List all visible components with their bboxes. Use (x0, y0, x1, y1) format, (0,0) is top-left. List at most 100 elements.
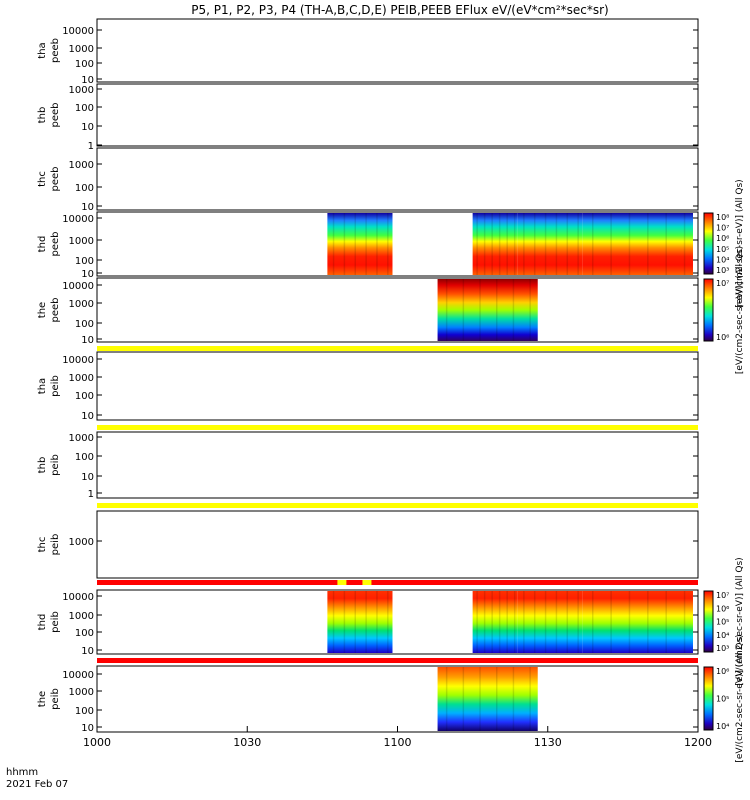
y-tick-label: 100 (75, 391, 94, 402)
y-tick-label: 1000 (69, 85, 94, 96)
y-tick-label: 100 (75, 183, 94, 194)
panel-frame (96, 351, 699, 421)
spectrogram-streak (445, 667, 448, 731)
spectrogram-block-the-peib-1 (437, 667, 538, 731)
colorbar-tick-label: 10⁵ (716, 245, 729, 254)
y-tick-label: 1000 (69, 537, 94, 548)
colorbar-thd-peib: 10⁷ 10⁶ 10⁵ 10⁴ 10³ [eV/(cm2-sec-sr-eV)] (All… (703, 557, 745, 686)
y-tick-label: 10 (81, 411, 94, 422)
spectrogram-streak (476, 591, 478, 653)
y-tick-label: 1000 (69, 687, 94, 698)
spectrogram-streak (343, 591, 346, 653)
spectrogram-streak (506, 591, 508, 653)
panel-probe-label: thc (37, 171, 48, 187)
colorbar-tick-label: 10⁷ (716, 224, 729, 233)
panel-probe-label: tha (37, 378, 48, 394)
panel-probe-label: tha (37, 42, 48, 58)
panel-thc-peib: 1000 thc peib (37, 510, 699, 579)
spectrogram-streak (387, 591, 389, 653)
y-tick-label: 1000 (69, 433, 94, 444)
spectrogram-block-thd-peeb-4 (582, 213, 693, 275)
spectrogram-block-thd-peeb-3 (517, 213, 583, 275)
spectrogram-streak (512, 279, 515, 341)
colorbar-tick-label: 10⁴ (716, 722, 729, 731)
colorbar-tick-label: 10⁵ (716, 618, 729, 627)
colorbar-tick-label: 10⁸ (716, 213, 729, 222)
colorbar-tick-label: 10⁴ (716, 255, 729, 264)
spectrogram-streak (498, 213, 501, 275)
spectrogram-streak (376, 591, 378, 653)
flag-bar-tha-peib (97, 425, 698, 430)
panel-instrument-label: peeb (50, 38, 61, 63)
colorbar-the-peeb: 10⁷ 10⁶ [eV/(cm2-sec-sr-eV)] (All Qs) (703, 246, 745, 374)
colorbar-tick-label: 10³ (716, 644, 729, 653)
y-tick-label: 1000 (69, 160, 94, 171)
spectrogram-block-the-peeb-1 (437, 279, 538, 341)
panel-the-peeb: 10000 1000 100 10 the peeb (37, 277, 699, 346)
panel-frame (96, 431, 699, 499)
x-tick-label: 1200 (684, 736, 712, 749)
x-tick-label: 1030 (233, 736, 261, 749)
spectrogram-streak (628, 213, 631, 275)
spectrogram-streak (529, 667, 531, 731)
colorbar-tick-label: 10⁶ (716, 604, 729, 613)
y-tick-label: 100 (75, 59, 94, 70)
chart-title: P5, P1, P2, P3, P4 (TH-A,B,C,D,E) PEIB,P… (191, 3, 608, 17)
spectrogram-streak (387, 213, 389, 275)
footer-time-label: hhmm (6, 767, 38, 778)
y-tick-label: 10000 (62, 355, 94, 366)
spectrogram-streak (566, 591, 569, 653)
flag-bar-the-peeb (97, 346, 698, 351)
spectrogram-streak (445, 279, 448, 341)
colorbar-title: [eV/(cm2-sec-sr-eV)] (All Qs) (735, 179, 745, 307)
spectrogram-streak (479, 667, 481, 731)
spectrogram-streak (683, 213, 686, 275)
panel-frame (96, 83, 699, 147)
spectrogram-streak (513, 591, 516, 653)
colorbar-tick-label: 10⁶ (716, 667, 729, 676)
panel-probe-label: thd (37, 614, 48, 631)
colorbar-title: [eV/(cm2-sec-sr-eV)] (All Qs) (735, 634, 745, 762)
spectrogram-streak (332, 213, 335, 275)
y-tick-label: 10000 (62, 670, 94, 681)
y-tick-label: 100 (75, 319, 94, 330)
colorbar-tick-label: 10⁴ (716, 631, 729, 640)
panel-probe-label: the (37, 302, 48, 318)
spectrogram-streak (332, 591, 335, 653)
y-tick-label: 100 (75, 256, 94, 267)
panel-instrument-label: peib (50, 534, 61, 556)
y-tick-label: 10 (81, 202, 94, 213)
colorbar-tick-label: 10⁷ (716, 591, 729, 600)
spectrogram-streak (544, 591, 547, 653)
spectrogram-block-thd-peib-3 (517, 591, 583, 653)
y-tick-label: 10 (81, 269, 94, 280)
panel-thb-peeb: 1000 100 10 1 thb peeb (37, 83, 699, 152)
spectrogram-streak (566, 213, 569, 275)
panel-probe-label: thb (37, 107, 48, 124)
colorbar-gradient (703, 590, 714, 653)
spectrogram-streak (495, 667, 498, 731)
y-tick-label: 1 (88, 489, 94, 500)
y-tick-label: 10 (81, 75, 94, 86)
panel-the-peib: 10000 1000 100 10 the peib (37, 665, 699, 734)
panel-probe-label: the (37, 691, 48, 707)
colorbar-title: [eV/(cm2-sec-sr-eV)] (All Qs) (735, 246, 745, 374)
x-tick-label: 1130 (534, 736, 562, 749)
colorbar-tick-label: 10⁶ (716, 234, 729, 243)
spectrogram-streak (343, 213, 346, 275)
spectrogram-streak (354, 591, 357, 653)
spectrogram-streak (354, 213, 357, 275)
spectrogram-streak (577, 591, 579, 653)
colorbar-gradient (703, 212, 714, 275)
y-tick-label: 10 (81, 335, 94, 346)
spectrogram-streak (529, 279, 531, 341)
spectrogram-streak (476, 213, 478, 275)
colorbar-the-peib: 10⁶ 10⁵ 10⁴ [eV/(cm2-sec-sr-eV)] (All Qs) (703, 634, 745, 763)
spectrogram-streak (491, 591, 493, 653)
panel-instrument-label: peeb (50, 167, 61, 192)
colorbar-tick-label: 10⁶ (716, 333, 729, 342)
spectrogram-streak (512, 667, 515, 731)
spectrogram-streak (544, 213, 547, 275)
colorbar-tick-label: 10⁵ (716, 695, 729, 704)
